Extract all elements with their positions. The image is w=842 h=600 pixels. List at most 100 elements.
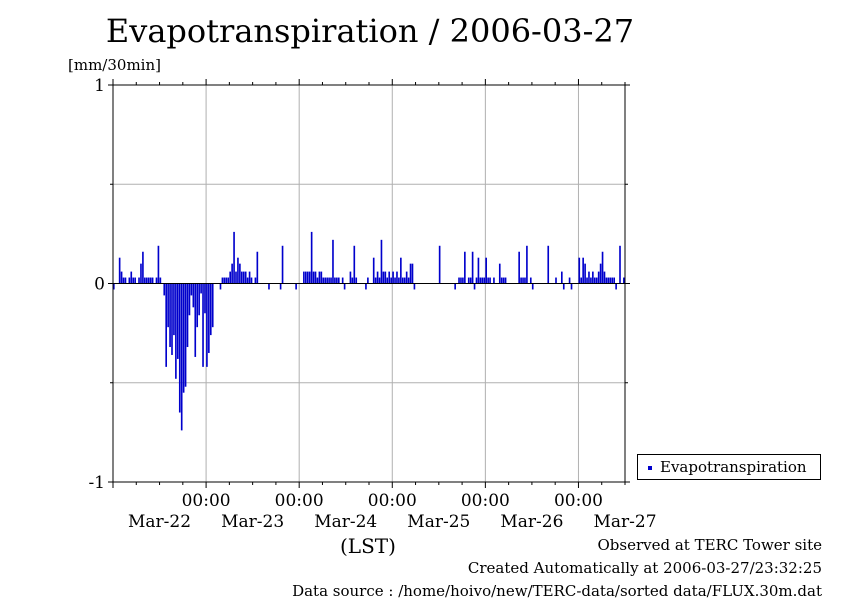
axes bbox=[108, 79, 630, 488]
bar bbox=[481, 277, 484, 284]
bar bbox=[407, 277, 410, 284]
bar bbox=[522, 277, 524, 284]
bar bbox=[330, 277, 332, 284]
bar bbox=[122, 277, 125, 284]
bar bbox=[343, 283, 346, 290]
bar bbox=[180, 283, 183, 431]
bar bbox=[190, 283, 193, 296]
bar bbox=[306, 271, 309, 284]
bar bbox=[403, 277, 406, 284]
bar bbox=[151, 277, 154, 284]
x-time-label: 00:00 bbox=[368, 491, 417, 511]
bar bbox=[520, 277, 522, 284]
bar bbox=[599, 263, 602, 284]
bar bbox=[609, 277, 612, 284]
bar bbox=[353, 245, 356, 284]
bar bbox=[382, 271, 385, 284]
chart-title: Evapotranspiration / 2006-03-27 bbox=[105, 12, 635, 50]
bar bbox=[188, 283, 191, 316]
bar bbox=[376, 271, 379, 284]
x-axis-unit: (LST) bbox=[340, 534, 396, 558]
bar bbox=[206, 283, 208, 367]
bar bbox=[384, 271, 387, 284]
x-date-label: Mar-22 bbox=[128, 512, 191, 532]
bar bbox=[580, 277, 583, 284]
bar bbox=[388, 271, 391, 284]
bar bbox=[178, 283, 181, 413]
bar bbox=[531, 283, 534, 290]
bar bbox=[500, 277, 503, 284]
bar bbox=[562, 283, 565, 290]
x-time-label: 00:00 bbox=[182, 491, 231, 511]
bar bbox=[140, 263, 142, 284]
bar bbox=[332, 239, 334, 284]
bar bbox=[138, 277, 140, 284]
bar bbox=[570, 283, 573, 290]
bar bbox=[149, 277, 152, 284]
bar bbox=[469, 277, 472, 284]
series-bars bbox=[113, 231, 625, 431]
bar bbox=[235, 271, 237, 284]
bar bbox=[555, 277, 557, 284]
bar bbox=[241, 271, 243, 284]
bar bbox=[365, 283, 367, 290]
bar bbox=[165, 283, 167, 367]
bar bbox=[504, 277, 507, 284]
bar bbox=[186, 283, 189, 348]
bar bbox=[467, 277, 470, 284]
x-time-label: 00:00 bbox=[275, 491, 324, 511]
bar bbox=[147, 277, 150, 284]
bar bbox=[590, 277, 592, 284]
bar bbox=[177, 283, 179, 359]
bar bbox=[202, 283, 204, 367]
bar bbox=[438, 245, 441, 284]
bar bbox=[405, 271, 408, 284]
bar bbox=[221, 277, 224, 284]
bar bbox=[145, 277, 148, 284]
bar bbox=[396, 271, 398, 284]
bar bbox=[244, 271, 247, 284]
bar bbox=[374, 277, 377, 284]
bar bbox=[595, 277, 598, 284]
bar bbox=[169, 283, 171, 348]
bar bbox=[372, 257, 375, 284]
bar bbox=[458, 277, 460, 284]
bar bbox=[196, 283, 199, 328]
bar bbox=[390, 277, 392, 284]
bar bbox=[401, 277, 404, 284]
bar bbox=[603, 271, 606, 284]
bar bbox=[233, 231, 235, 284]
bar bbox=[314, 271, 317, 284]
bar bbox=[308, 271, 311, 284]
bar bbox=[211, 283, 214, 328]
bar bbox=[561, 271, 563, 284]
bar bbox=[351, 277, 354, 284]
bar bbox=[475, 277, 478, 284]
bar bbox=[171, 283, 173, 355]
bar bbox=[159, 277, 162, 284]
bar bbox=[130, 271, 133, 284]
bar bbox=[582, 257, 584, 284]
bar bbox=[124, 277, 127, 284]
bar bbox=[229, 271, 231, 284]
bar bbox=[204, 283, 206, 314]
bar bbox=[208, 283, 210, 353]
bar bbox=[305, 271, 307, 284]
bar bbox=[380, 239, 383, 284]
bar bbox=[547, 245, 550, 284]
bar bbox=[231, 263, 233, 284]
bar bbox=[192, 283, 195, 308]
bar bbox=[320, 271, 323, 284]
bar bbox=[337, 277, 340, 284]
bar bbox=[586, 277, 588, 284]
bar bbox=[392, 271, 394, 284]
bar bbox=[568, 277, 571, 284]
bar bbox=[394, 277, 396, 284]
bar bbox=[349, 271, 352, 284]
bar bbox=[584, 263, 586, 284]
bar bbox=[246, 277, 249, 284]
x-time-label: 00:00 bbox=[554, 491, 603, 511]
bar bbox=[524, 277, 526, 284]
